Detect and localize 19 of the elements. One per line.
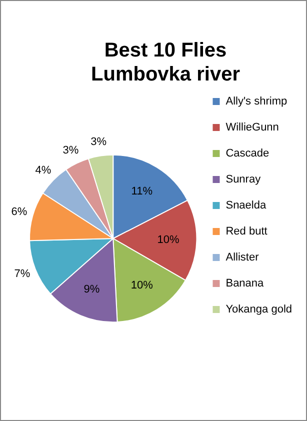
data-label: 6% bbox=[11, 206, 28, 218]
data-label: 9% bbox=[84, 283, 100, 296]
legend-label: Cascade bbox=[226, 148, 270, 160]
legend-label: Snaelda bbox=[226, 200, 267, 212]
data-label: 3% bbox=[62, 144, 79, 157]
legend-label: Allister bbox=[226, 252, 260, 264]
chart-title: Best 10 Flies Lumbovka river bbox=[91, 40, 240, 86]
legend-label: Red butt bbox=[226, 226, 268, 238]
data-label: 4% bbox=[35, 164, 52, 176]
legend-label: Banana bbox=[226, 278, 265, 290]
data-label: 7% bbox=[14, 268, 30, 280]
legend-label: Sunray bbox=[226, 174, 262, 186]
data-label: 3% bbox=[90, 136, 107, 148]
legend-label: Ally's shrimp bbox=[226, 96, 288, 108]
legend-label: Yokanga gold bbox=[226, 304, 292, 316]
data-label: 10% bbox=[157, 234, 180, 246]
data-label: 11% bbox=[131, 185, 153, 198]
data-label: 10% bbox=[130, 280, 154, 292]
legend-label: WillieGunn bbox=[226, 122, 279, 134]
